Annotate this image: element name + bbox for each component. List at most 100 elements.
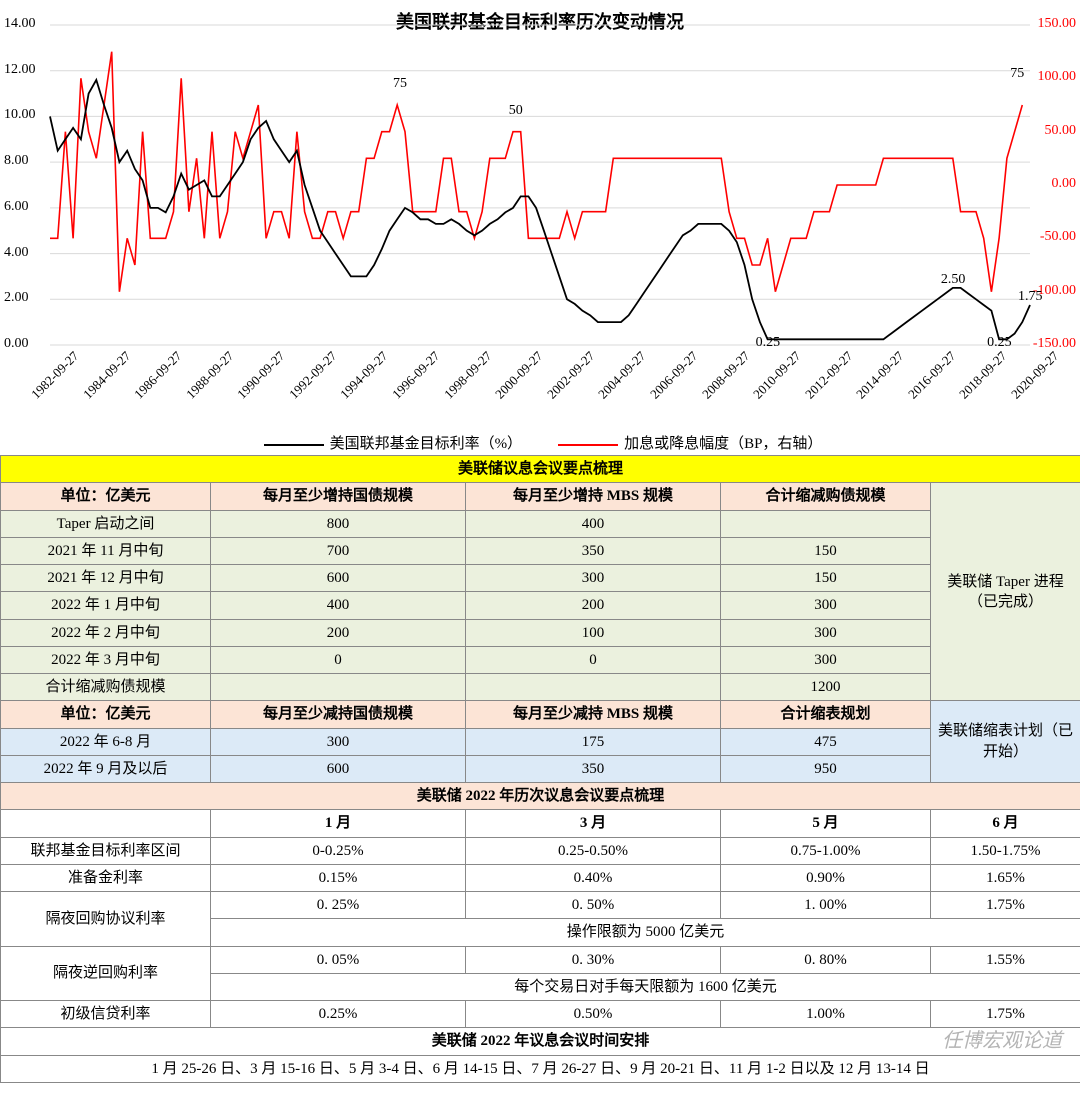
y-left-tick: 14.00 — [4, 16, 36, 32]
row-label: 隔夜逆回购利率 — [1, 946, 211, 1001]
table-cell: 2022 年 3 月中旬 — [1, 646, 211, 673]
y-right-tick: 100.00 — [1038, 69, 1077, 85]
table-cell: 0-0.25% — [211, 837, 466, 864]
table-cell: 0.90% — [721, 864, 931, 891]
col-header: 每月至少增持 MBS 规模 — [466, 483, 721, 510]
col-header: 每月至少减持 MBS 规模 — [466, 701, 721, 728]
table-cell — [211, 674, 466, 701]
table-cell: 2022 年 9 月及以后 — [1, 755, 211, 782]
table-cell: 400 — [466, 510, 721, 537]
table-cell: 0 — [466, 646, 721, 673]
chart-annotation: 0.25 — [987, 335, 1012, 351]
table-cell: 300 — [721, 592, 931, 619]
y-left-tick: 10.00 — [4, 107, 36, 123]
fed-rate-chart: 美国联邦基金目标利率历次变动情况 0.002.004.006.008.0010.… — [0, 0, 1080, 455]
side-label: 美联储 Taper 进程（已完成） — [931, 483, 1080, 701]
table-cell: 0.75-1.00% — [721, 837, 931, 864]
chart-annotation: 1.75 — [1018, 289, 1043, 305]
table-cell: 1.50-1.75% — [931, 837, 1080, 864]
table-cell: 1.65% — [931, 864, 1080, 891]
col-header: 合计缩表规划 — [721, 701, 931, 728]
table-cell: 100 — [466, 619, 721, 646]
y-left-tick: 0.00 — [4, 336, 29, 352]
table-cell: 0.25% — [211, 1001, 466, 1028]
table-cell: 150 — [721, 565, 931, 592]
y-right-tick: -150.00 — [1033, 336, 1076, 352]
table-cell: 0. 05% — [211, 946, 466, 973]
table-cell: 800 — [211, 510, 466, 537]
table-cell: 2021 年 11 月中旬 — [1, 537, 211, 564]
table-cell: 300 — [466, 565, 721, 592]
section-header: 美联储议息会议要点梳理 — [1, 456, 1080, 483]
table-cell: 0.15% — [211, 864, 466, 891]
y-right-tick: 150.00 — [1038, 16, 1077, 32]
table-cell: 1.00% — [721, 1001, 931, 1028]
col-header: 单位：亿美元 — [1, 483, 211, 510]
row-label: 初级信贷利率 — [1, 1001, 211, 1028]
table-cell: 950 — [721, 755, 931, 782]
table-cell: 0.40% — [466, 864, 721, 891]
col-header: 合计缩减购债规模 — [721, 483, 931, 510]
y-left-tick: 2.00 — [4, 290, 29, 306]
table-cell: 1200 — [721, 674, 931, 701]
table-cell: 0. 25% — [211, 892, 466, 919]
table-cell — [466, 674, 721, 701]
table-cell: 350 — [466, 537, 721, 564]
table-cell: 300 — [211, 728, 466, 755]
table-cell: 0. 30% — [466, 946, 721, 973]
y-right-tick: 0.00 — [1052, 176, 1077, 192]
note-cell: 操作限额为 5000 亿美元 — [211, 919, 1080, 946]
table-cell: 2022 年 1 月中旬 — [1, 592, 211, 619]
table-cell — [721, 510, 931, 537]
table-cell: 0.50% — [466, 1001, 721, 1028]
col-header — [1, 810, 211, 837]
col-header: 每月至少减持国债规模 — [211, 701, 466, 728]
table-cell: 300 — [721, 646, 931, 673]
table-cell: 1. 00% — [721, 892, 931, 919]
y-left-tick: 6.00 — [4, 199, 29, 215]
col-header: 3 月 — [466, 810, 721, 837]
side-label: 美联储缩表计划（已开始） — [931, 701, 1080, 783]
table-cell: 1.75% — [931, 1001, 1080, 1028]
schedule-cell: 1 月 25-26 日、3 月 15-16 日、5 月 3-4 日、6 月 14… — [1, 1055, 1080, 1082]
row-label: 准备金利率 — [1, 864, 211, 891]
table-cell: 合计缩减购债规模 — [1, 674, 211, 701]
fed-summary-table: 美联储议息会议要点梳理单位：亿美元每月至少增持国债规模每月至少增持 MBS 规模… — [0, 455, 1080, 1083]
table-cell: 600 — [211, 755, 466, 782]
table-cell: 200 — [466, 592, 721, 619]
table-cell: 150 — [721, 537, 931, 564]
table-cell: 2021 年 12 月中旬 — [1, 565, 211, 592]
note-cell: 每个交易日对手每天限额为 1600 亿美元 — [211, 973, 1080, 1000]
table-cell: 1.75% — [931, 892, 1080, 919]
chart-annotation: 0.25 — [756, 335, 781, 351]
table-cell: 1.55% — [931, 946, 1080, 973]
y-left-tick: 4.00 — [4, 245, 29, 261]
table-cell: 0 — [211, 646, 466, 673]
table-cell: 200 — [211, 619, 466, 646]
chart-annotation: 75 — [1010, 66, 1024, 82]
col-header: 每月至少增持国债规模 — [211, 483, 466, 510]
y-left-tick: 8.00 — [4, 153, 29, 169]
section-header: 美联储 2022 年议息会议时间安排 — [1, 1028, 1080, 1055]
table-cell: 2022 年 6-8 月 — [1, 728, 211, 755]
table-cell: 400 — [211, 592, 466, 619]
row-label: 隔夜回购协议利率 — [1, 892, 211, 947]
col-header: 6 月 — [931, 810, 1080, 837]
table-cell: 175 — [466, 728, 721, 755]
fed-tables: 美联储议息会议要点梳理单位：亿美元每月至少增持国债规模每月至少增持 MBS 规模… — [0, 455, 1080, 1083]
col-header: 单位：亿美元 — [1, 701, 211, 728]
chart-annotation: 2.50 — [941, 272, 966, 288]
table-cell: 300 — [721, 619, 931, 646]
chart-annotation: 50 — [509, 103, 523, 119]
col-header: 5 月 — [721, 810, 931, 837]
y-right-tick: -50.00 — [1040, 229, 1076, 245]
y-left-tick: 12.00 — [4, 62, 36, 78]
table-cell: 600 — [211, 565, 466, 592]
table-cell: 0. 80% — [721, 946, 931, 973]
chart-legend: 美国联邦基金目标利率（%） 加息或降息幅度（BP，右轴） — [0, 432, 1080, 453]
table-cell: 0.25-0.50% — [466, 837, 721, 864]
table-cell: 350 — [466, 755, 721, 782]
y-right-tick: 50.00 — [1045, 123, 1077, 139]
table-cell: Taper 启动之间 — [1, 510, 211, 537]
col-header: 1 月 — [211, 810, 466, 837]
